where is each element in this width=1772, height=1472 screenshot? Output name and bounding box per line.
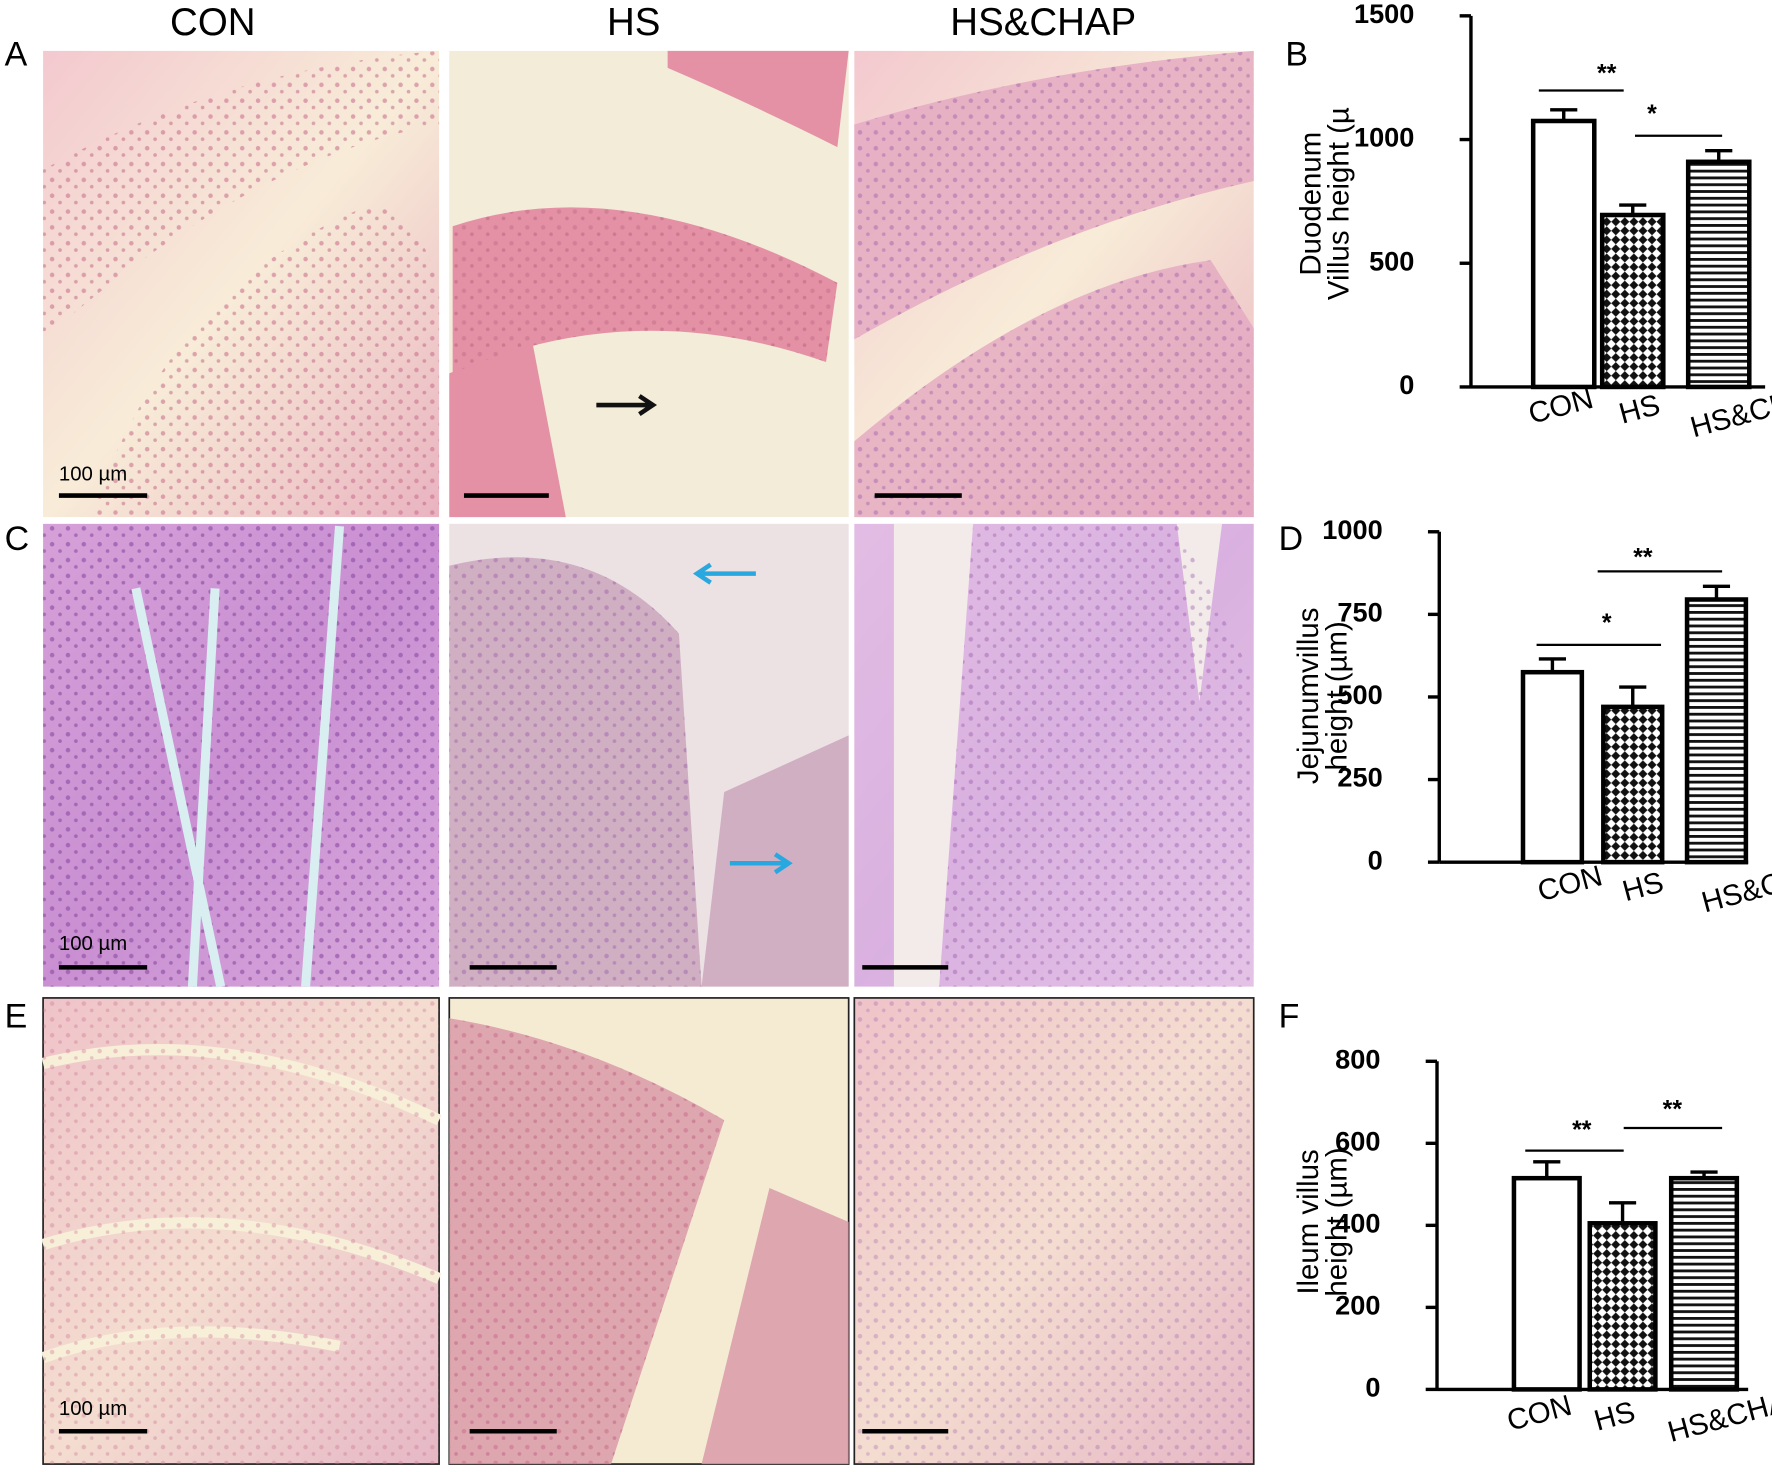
y-tick-label: 200 bbox=[1335, 1290, 1380, 1321]
y-tick-label: 500 bbox=[1369, 245, 1414, 276]
bar bbox=[1684, 597, 1749, 865]
y-axis-label: height (µm) bbox=[1320, 1147, 1353, 1296]
bar bbox=[1685, 159, 1752, 390]
y-tick-label: 500 bbox=[1337, 679, 1382, 710]
panel-label: E bbox=[5, 997, 28, 1035]
y-axis-label: height (µm) bbox=[1320, 621, 1353, 770]
bar bbox=[1511, 1175, 1582, 1392]
histology-images bbox=[41, 50, 1255, 1465]
y-tick-label: 600 bbox=[1335, 1125, 1380, 1156]
significance-label: ** bbox=[1663, 1096, 1683, 1124]
y-tick-label: 0 bbox=[1399, 369, 1414, 400]
y-axis-label: Villus height (µ bbox=[1323, 107, 1356, 300]
significance-label: ** bbox=[1633, 544, 1653, 572]
panel-label: C bbox=[5, 520, 30, 558]
y-axis-label: Jejunumvillus bbox=[1292, 608, 1325, 785]
scale-bar-label: 100 µm bbox=[59, 933, 127, 955]
significance-label: * bbox=[1602, 609, 1612, 637]
bar bbox=[1587, 1221, 1658, 1392]
y-tick-label: 1000 bbox=[1354, 122, 1414, 153]
panel-label: A bbox=[5, 36, 28, 74]
y-tick-label: 1500 bbox=[1354, 0, 1414, 29]
x-tick-label: HS bbox=[1619, 866, 1667, 908]
column-header: HS&CHAP bbox=[950, 1, 1136, 44]
scale-bar-label: 100 µm bbox=[59, 1398, 127, 1420]
bar bbox=[1599, 212, 1666, 390]
column-header: HS bbox=[607, 1, 660, 44]
bar bbox=[1530, 118, 1597, 390]
error-bar bbox=[1533, 1160, 1561, 1179]
y-tick-label: 0 bbox=[1368, 844, 1383, 875]
x-tick-label: HS bbox=[1591, 1395, 1639, 1437]
panel-label: B bbox=[1285, 36, 1308, 74]
error-bar bbox=[1619, 685, 1647, 707]
significance-label: ** bbox=[1572, 1116, 1592, 1144]
y-tick-label: 1000 bbox=[1322, 514, 1382, 545]
x-tick-label: CON bbox=[1534, 859, 1606, 908]
x-tick-label: CON bbox=[1504, 1389, 1576, 1438]
y-axis-label: Duodenum bbox=[1294, 132, 1327, 276]
y-tick-label: 250 bbox=[1337, 762, 1382, 793]
y-axis-label: Ileum villus bbox=[1292, 1149, 1325, 1294]
bar bbox=[1601, 704, 1665, 865]
bar bbox=[1520, 669, 1585, 865]
panel-label: D bbox=[1279, 520, 1304, 558]
x-tick-label: HS bbox=[1616, 388, 1664, 430]
y-tick-label: 0 bbox=[1365, 1372, 1380, 1403]
significance-label: * bbox=[1647, 100, 1657, 128]
y-tick-label: 800 bbox=[1335, 1043, 1380, 1074]
labels: CON HS HS&CHAP A B C D E F 100 µm 100 µm… bbox=[5, 1, 1308, 1420]
scale-bar-label: 100 µm bbox=[59, 464, 127, 486]
error-bar bbox=[1608, 1201, 1637, 1224]
y-tick-label: 750 bbox=[1337, 597, 1382, 628]
significance-label: ** bbox=[1597, 59, 1617, 87]
panel-label: F bbox=[1279, 997, 1300, 1035]
y-tick-label: 400 bbox=[1335, 1208, 1380, 1239]
column-header: CON bbox=[170, 1, 255, 44]
bar bbox=[1668, 1175, 1740, 1392]
